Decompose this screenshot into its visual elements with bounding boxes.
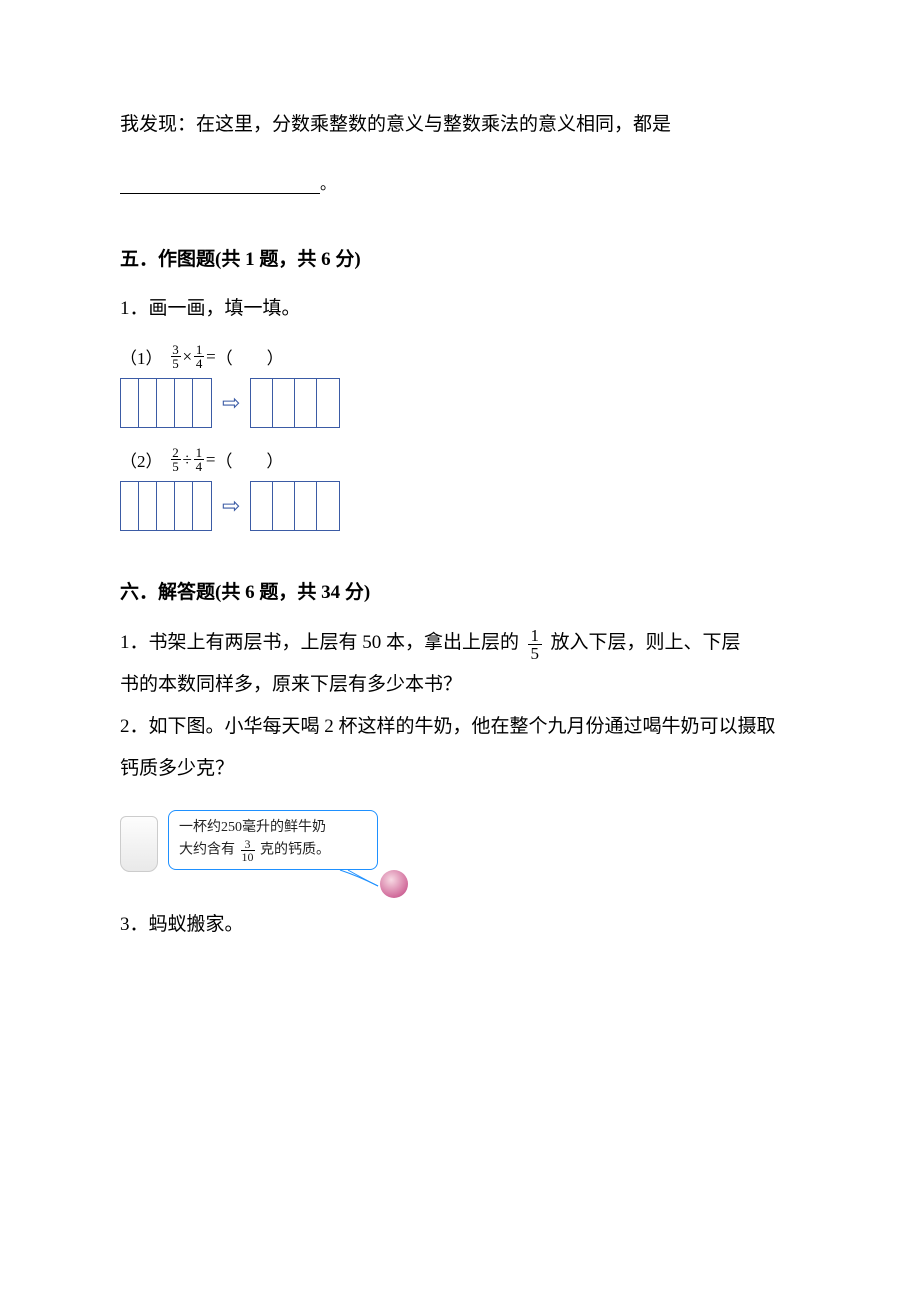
bubble-l2: 大约含有 3 10 克的钙质。 <box>179 838 367 863</box>
eq1-frac-a: 3 5 <box>171 343 181 370</box>
bubble-frac-num: 3 <box>245 838 251 850</box>
cell <box>295 482 317 530</box>
q1-line2: 书的本数同样多，原来下层有多少本书？ <box>120 666 800 704</box>
cell <box>157 379 175 427</box>
cell <box>175 482 193 530</box>
eq2-eq: = <box>206 450 216 470</box>
eq1-frac-b: 1 4 <box>194 343 204 370</box>
cell <box>317 482 339 530</box>
eq1-grids: ⇨ <box>120 378 800 428</box>
eq2-frac-b: 1 4 <box>194 446 204 473</box>
eq1-b-num: 1 <box>196 343 203 356</box>
speech-bubble-wrap: 一杯约250毫升的鲜牛奶 大约含有 3 10 克的钙质。 <box>168 810 378 870</box>
eq1-grid-right[interactable] <box>250 378 340 428</box>
bubble-frac: 3 10 <box>241 838 255 863</box>
q3-line: 3．蚂蚁搬家。 <box>120 906 800 944</box>
eq2-b-den: 4 <box>194 459 204 473</box>
q2-line2: 钙质多少克？ <box>120 750 800 788</box>
eq2-grid-left[interactable] <box>120 481 212 531</box>
cell <box>251 482 273 530</box>
eq1-a-num: 3 <box>172 343 179 356</box>
eq1-label: （1） <box>120 344 163 369</box>
section5-title: 五．作图题(共 1 题，共 6 分) <box>120 244 800 271</box>
arrow-right-icon: ⇨ <box>222 390 240 416</box>
section6-title: 六．解答题(共 6 题，共 34 分) <box>120 577 800 604</box>
eq2-grid-right[interactable] <box>250 481 340 531</box>
eq2-a-den: 5 <box>171 459 181 473</box>
eq1-eq: = <box>206 347 216 367</box>
q1-frac-num: 1 <box>531 627 540 644</box>
arrow-right-icon: ⇨ <box>222 493 240 519</box>
eq2-row: （2） 2 5 ÷ 1 4 = （ ） <box>120 446 800 473</box>
eq1-b-den: 4 <box>194 356 204 370</box>
eq2-blank[interactable]: （ ） <box>215 447 283 472</box>
cell <box>121 482 139 530</box>
discover-line: 我发现：在这里，分数乘整数的意义与整数乘法的意义相同，都是 <box>120 110 800 140</box>
eq1-a-den: 5 <box>171 356 181 370</box>
bubble-l2a: 大约含有 <box>179 843 235 858</box>
cell <box>157 482 175 530</box>
cell <box>193 482 211 530</box>
eq2-grids: ⇨ <box>120 481 800 531</box>
cell <box>251 379 273 427</box>
eq1-blank[interactable]: （ ） <box>216 344 284 369</box>
q1a: 1．书架上有两层书，上层有 50 本，拿出上层的 <box>120 632 519 653</box>
eq2-b-num: 1 <box>196 446 203 459</box>
fairy-icon <box>380 870 408 898</box>
q1b: 放入下层，则上、下层 <box>551 632 741 653</box>
q1-line1: 1．书架上有两层书，上层有 50 本，拿出上层的 1 5 放入下层，则上、下层 <box>120 624 800 662</box>
eq2-label: （2） <box>120 447 163 472</box>
cell <box>273 482 295 530</box>
q1-frac-den: 5 <box>528 644 542 662</box>
eq1-grid-left[interactable] <box>120 378 212 428</box>
eq2-a-num: 2 <box>172 446 179 459</box>
bubble-l1: 一杯约250毫升的鲜牛奶 <box>179 817 367 838</box>
eq1-op: × <box>183 347 193 367</box>
milk-figure: 一杯约250毫升的鲜牛奶 大约含有 3 10 克的钙质。 <box>120 810 800 872</box>
blank-underline[interactable] <box>120 174 320 194</box>
cell <box>139 482 157 530</box>
discover-blank-row: 。 <box>120 170 800 194</box>
eq1-row: （1） 3 5 × 1 4 = （ ） <box>120 343 800 370</box>
cell <box>317 379 339 427</box>
cell <box>139 379 157 427</box>
eq2-frac-a: 2 5 <box>171 446 181 473</box>
period: 。 <box>320 176 336 193</box>
cell <box>175 379 193 427</box>
cell <box>193 379 211 427</box>
bubble-frac-den: 10 <box>241 850 255 863</box>
cell <box>295 379 317 427</box>
cell <box>273 379 295 427</box>
bubble-l2b: 克的钙质。 <box>260 843 330 858</box>
milk-cup-icon <box>120 816 158 872</box>
section5-q1: 1．画一画，填一填。 <box>120 291 800 327</box>
q1-frac: 1 5 <box>528 627 542 662</box>
eq2-op: ÷ <box>183 450 192 470</box>
q2-line1: 2．如下图。小华每天喝 2 杯这样的牛奶，他在整个九月份通过喝牛奶可以摄取 <box>120 708 800 746</box>
speech-bubble: 一杯约250毫升的鲜牛奶 大约含有 3 10 克的钙质。 <box>168 810 378 870</box>
cell <box>121 379 139 427</box>
